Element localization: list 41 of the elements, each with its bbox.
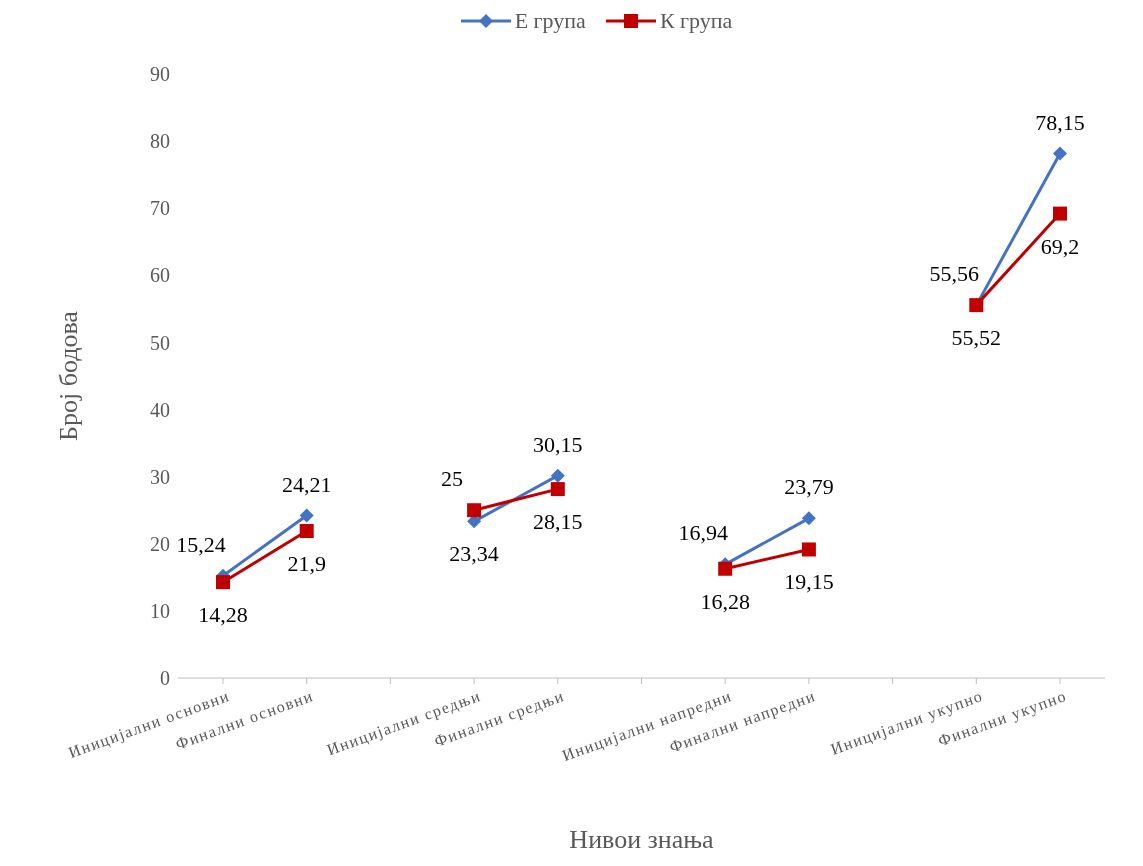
point — [467, 503, 482, 518]
y-tick-label: 80 — [150, 130, 170, 153]
data-label: 23,79 — [784, 474, 834, 500]
data-label: 23,34 — [449, 541, 499, 567]
point — [801, 542, 816, 557]
data-label: 25 — [441, 466, 464, 492]
y-tick-label: 50 — [150, 331, 170, 354]
point — [299, 508, 314, 523]
x-axis-title: Нивои знања — [569, 825, 715, 854]
y-tick-label: 30 — [150, 465, 170, 488]
data-label: 16,28 — [700, 588, 750, 614]
point — [1053, 206, 1067, 221]
point — [216, 575, 230, 590]
y-tick-label: 0 — [160, 667, 170, 690]
point — [550, 468, 565, 483]
data-label: 78,15 — [1035, 109, 1085, 135]
y-tick-label: 90 — [150, 63, 170, 86]
data-label: 16,94 — [678, 520, 728, 546]
y-tick-label: 20 — [150, 532, 170, 555]
legend-label: Е група — [514, 8, 586, 34]
data-label: 55,52 — [951, 325, 1002, 351]
data-label: 69,2 — [1040, 233, 1080, 259]
data-label: 30,15 — [533, 431, 583, 457]
data-label: 21,9 — [287, 551, 326, 577]
y-axis-title: Број бодова — [54, 310, 84, 441]
point — [299, 524, 314, 539]
y-tick-label: 10 — [150, 599, 170, 622]
data-label: 15,24 — [176, 531, 226, 557]
legend-label: К група — [659, 8, 733, 34]
point — [718, 561, 733, 576]
data-label: 19,15 — [784, 569, 834, 595]
point — [801, 511, 816, 526]
point — [1053, 146, 1067, 161]
y-tick-label: 40 — [150, 398, 170, 421]
data-label: 14,28 — [198, 602, 248, 628]
data-label: 24,21 — [281, 471, 332, 497]
y-tick-label: 70 — [150, 197, 170, 220]
point — [550, 482, 565, 497]
y-tick-label: 60 — [150, 264, 170, 287]
data-label: 55,56 — [929, 261, 980, 287]
data-label: 28,15 — [533, 509, 583, 535]
